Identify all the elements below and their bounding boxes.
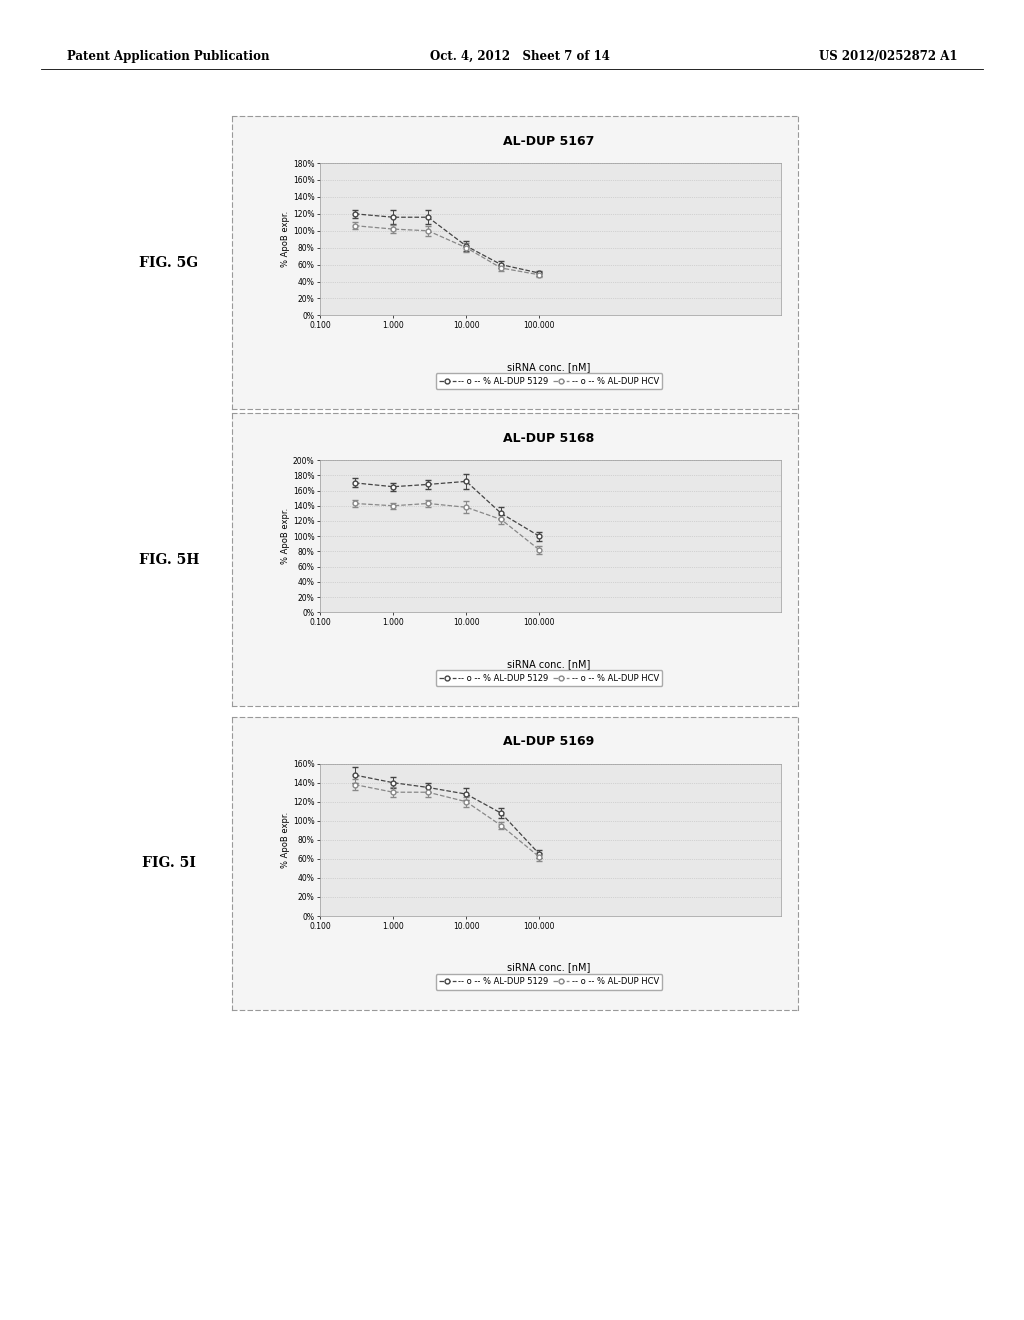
Text: siRNA conc. [nM]: siRNA conc. [nM]: [507, 659, 591, 669]
Text: FIG. 5G: FIG. 5G: [139, 256, 199, 269]
Y-axis label: % ApoB expr.: % ApoB expr.: [282, 211, 290, 268]
Text: AL-DUP 5167: AL-DUP 5167: [504, 135, 595, 148]
Text: FIG. 5H: FIG. 5H: [139, 553, 199, 566]
Y-axis label: % ApoB expr.: % ApoB expr.: [282, 812, 290, 869]
Legend: -- o -- % AL-DUP 5129, -- o -- % AL-DUP HCV: -- o -- % AL-DUP 5129, -- o -- % AL-DUP …: [435, 974, 663, 990]
Text: siRNA conc. [nM]: siRNA conc. [nM]: [507, 962, 591, 973]
Legend: -- o -- % AL-DUP 5129, -- o -- % AL-DUP HCV: -- o -- % AL-DUP 5129, -- o -- % AL-DUP …: [435, 671, 663, 686]
Text: siRNA conc. [nM]: siRNA conc. [nM]: [507, 362, 591, 372]
Y-axis label: % ApoB expr.: % ApoB expr.: [282, 508, 290, 565]
Text: Oct. 4, 2012   Sheet 7 of 14: Oct. 4, 2012 Sheet 7 of 14: [430, 50, 610, 63]
Text: FIG. 5I: FIG. 5I: [142, 857, 196, 870]
Text: US 2012/0252872 A1: US 2012/0252872 A1: [819, 50, 957, 63]
Text: AL-DUP 5169: AL-DUP 5169: [504, 735, 595, 748]
Text: Patent Application Publication: Patent Application Publication: [67, 50, 269, 63]
Text: AL-DUP 5168: AL-DUP 5168: [504, 432, 595, 445]
Legend: -- o -- % AL-DUP 5129, -- o -- % AL-DUP HCV: -- o -- % AL-DUP 5129, -- o -- % AL-DUP …: [435, 374, 663, 389]
